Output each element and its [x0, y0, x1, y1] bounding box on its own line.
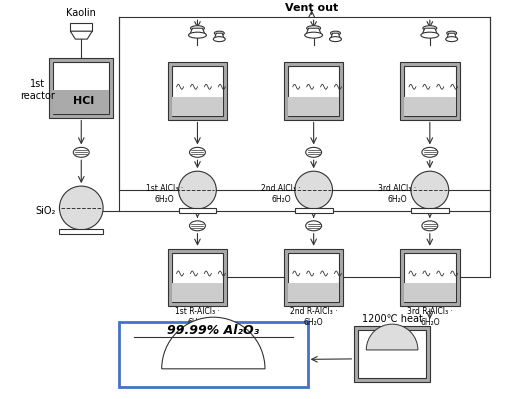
Bar	[172, 66, 223, 116]
Text: Kaolin: Kaolin	[67, 8, 96, 18]
Ellipse shape	[305, 147, 322, 157]
Bar	[404, 97, 456, 116]
Bar	[404, 253, 456, 302]
Bar	[172, 253, 223, 302]
Polygon shape	[214, 33, 224, 39]
Ellipse shape	[190, 221, 205, 231]
Ellipse shape	[422, 221, 438, 231]
Ellipse shape	[446, 31, 456, 35]
Polygon shape	[190, 28, 205, 35]
Text: 3rd AlCl₃ ·
6H₂O: 3rd AlCl₃ · 6H₂O	[378, 184, 416, 204]
Ellipse shape	[421, 32, 439, 38]
Polygon shape	[70, 31, 92, 39]
Ellipse shape	[191, 26, 204, 31]
Text: 3rd R-AlCl₃ ·
6H₂O: 3rd R-AlCl₃ · 6H₂O	[407, 308, 453, 327]
Bar	[288, 66, 340, 116]
Bar	[119, 322, 308, 387]
Ellipse shape	[307, 26, 321, 31]
Polygon shape	[422, 28, 438, 35]
Wedge shape	[162, 317, 265, 369]
Ellipse shape	[422, 147, 438, 157]
Bar	[358, 330, 426, 378]
Bar	[295, 208, 333, 213]
Bar	[172, 283, 223, 302]
Circle shape	[179, 171, 216, 209]
Bar	[400, 249, 460, 306]
Ellipse shape	[423, 26, 437, 31]
Text: 99.99% Al₂O₃: 99.99% Al₂O₃	[167, 324, 259, 337]
Bar	[172, 97, 223, 116]
Bar	[49, 58, 113, 118]
Ellipse shape	[305, 221, 322, 231]
Bar	[288, 283, 340, 302]
Ellipse shape	[190, 147, 205, 157]
Bar	[404, 66, 456, 116]
Ellipse shape	[446, 37, 457, 41]
Bar	[288, 253, 340, 302]
Bar	[70, 23, 92, 31]
Ellipse shape	[214, 31, 224, 35]
Circle shape	[59, 186, 103, 230]
Bar	[179, 208, 216, 213]
Text: 2nd AlCl₃ ·
6H₂O: 2nd AlCl₃ · 6H₂O	[261, 184, 301, 204]
Bar	[59, 229, 103, 234]
Text: Vent out: Vent out	[285, 3, 339, 14]
Bar	[354, 326, 430, 382]
Bar	[284, 249, 343, 306]
Circle shape	[411, 171, 449, 209]
Text: 1200℃ heat: 1200℃ heat	[362, 314, 422, 324]
Ellipse shape	[304, 32, 323, 38]
Bar	[53, 62, 109, 114]
Text: HCl: HCl	[73, 96, 94, 106]
Ellipse shape	[189, 32, 206, 38]
Bar	[288, 97, 340, 116]
Text: SiO₂: SiO₂	[35, 206, 56, 216]
Wedge shape	[366, 324, 418, 350]
Text: 1st
reactor: 1st reactor	[20, 79, 55, 101]
Ellipse shape	[213, 37, 225, 41]
Bar	[53, 90, 109, 114]
Ellipse shape	[331, 31, 341, 35]
Text: 2nd R-AlCl₃ ·
6H₂O: 2nd R-AlCl₃ · 6H₂O	[290, 308, 337, 327]
Polygon shape	[331, 33, 341, 39]
Bar	[404, 283, 456, 302]
Bar	[168, 62, 227, 120]
Bar	[411, 208, 449, 213]
Polygon shape	[305, 28, 322, 35]
Ellipse shape	[73, 147, 89, 157]
Bar	[284, 62, 343, 120]
Polygon shape	[446, 33, 456, 39]
Bar	[168, 249, 227, 306]
Text: 1st R-AlCl₃ ·
6H₂O: 1st R-AlCl₃ · 6H₂O	[175, 308, 220, 327]
Circle shape	[295, 171, 333, 209]
Bar	[400, 62, 460, 120]
Ellipse shape	[330, 37, 342, 41]
Text: 1st AlCl₃ ·
6H₂O: 1st AlCl₃ · 6H₂O	[146, 184, 183, 204]
